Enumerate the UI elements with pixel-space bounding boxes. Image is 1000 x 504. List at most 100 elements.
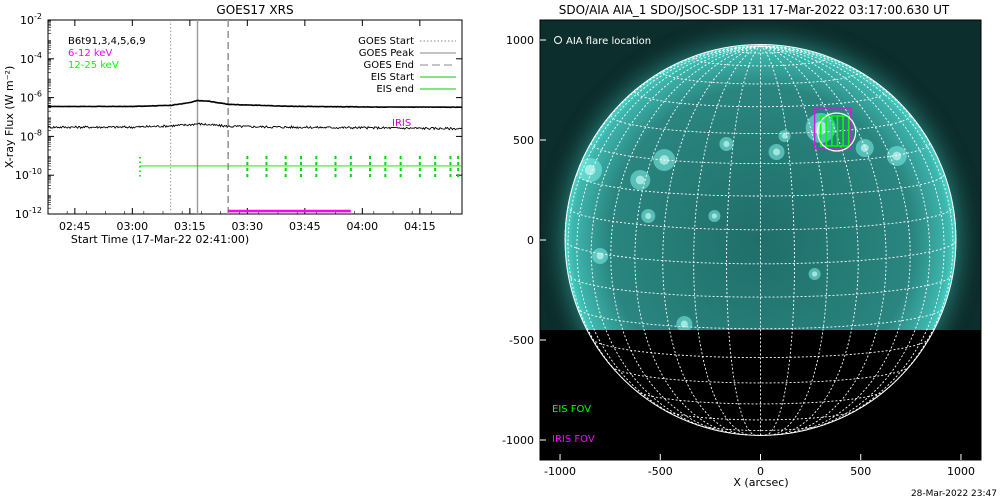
goes-chart-title: GOES17 XRS [216,3,293,17]
eis-raster-mark [449,173,452,178]
eis-raster-mark [349,161,352,166]
goes-x-tick-label: 03:45 [289,220,321,233]
eis-raster-mark [384,173,387,178]
eis-raster-mark [434,173,437,178]
fov-overlays [813,107,857,152]
eis-raster-mark [449,167,452,172]
flare-legend-icon [554,36,562,44]
longitude-line [693,45,761,436]
eis-raster-mark [384,161,387,166]
goes-short-channel-line [48,122,462,131]
eis-raster-mark [315,167,318,172]
eis-raster-mark [399,167,402,172]
eis-raster-mark [315,155,318,160]
aia-y-tick-label: 0 [527,234,534,247]
longitude-line [567,45,761,400]
goes-x-ticks: 02:45 03:00 03:15 03:30 03:45 04:00 04:15 [47,20,451,233]
goes-x-tick-label: 03:30 [231,220,263,233]
eis-raster-mark [300,167,302,172]
longitude-line [760,45,945,426]
eis-raster-mark [449,161,452,166]
eis-raster-mark [434,155,437,160]
aia-image-chart: SDO/AIA AIA_1 SDO/JSOC-SDP 131 17-Mar-20… [502,3,997,499]
eis-raster-mark [315,161,318,166]
goes-legend-right-entry: GOES Peak [359,48,414,59]
active-region-core [781,133,788,139]
longitude-line [760,45,828,436]
longitude-line [726,45,761,436]
longitude-line [576,45,761,426]
goes-plot-frame [47,19,463,215]
active-region-core [711,213,718,219]
aia-y-tick-label: -500 [509,334,534,347]
eis-raster-mark [399,173,402,178]
eis-raster-mark [457,161,460,166]
eis-raster-mark [418,173,421,178]
eis-start-mark [139,156,141,159]
eis-raster-mark [434,161,437,166]
aia-x-tick-label: 1000 [947,465,975,478]
eis-raster-mark [284,161,287,166]
goes-y-tick-label: 10-4 [20,51,42,66]
eis-raster-mark [284,173,287,178]
aia-chart-title: SDO/AIA AIA_1 SDO/JSOC-SDP 131 17-Mar-20… [559,3,950,17]
eis-raster-mark [349,155,352,160]
active-region-core [860,144,869,152]
eis-raster-mark [334,173,337,178]
goes-x-tick-label: 03:15 [174,220,206,233]
longitude-line [662,45,761,436]
aia-x-tick-label: 500 [850,465,871,478]
eis-start-mark [139,165,141,168]
goes-x-tick-label: 04:15 [404,220,436,233]
goes-y-ticks: 10-2 10-4 10-6 10-8 10-10 10-12 [15,12,462,221]
goes-legend-right-entry: EIS Start [371,72,414,83]
goes-legend-entry: 12-25 keV [68,60,119,71]
longitude-line [760,45,887,435]
active-region-core [811,271,818,277]
eis-raster-mark [265,161,268,166]
eis-fov-label: EIS FOV [552,404,591,415]
goes-long-channel-line [48,99,462,109]
goes-y-axis-label: X-ray Flux (W m⁻²) [3,66,16,168]
eis-raster-mark [349,173,352,178]
eis-raster-mark [384,167,387,172]
longitude-line [564,45,761,241]
iris-fov-label: IRIS FOV [552,434,595,445]
eis-raster-mark [334,167,337,172]
eis-raster-mark [457,167,460,172]
eis-raster-mark [399,155,402,160]
active-region-core [680,320,688,328]
eis-raster-mark [265,155,268,160]
longitude-line [634,45,761,435]
goes-y-tick-label: 10-8 [20,128,42,143]
goes-x-axis-label: Start Time (17-Mar-22 02:41:00) [71,233,249,246]
aia-y-tick-label: -1000 [502,434,534,447]
goes-x-tick-label: 02:45 [59,220,91,233]
eis-raster-mark [449,155,452,160]
active-region-core [723,140,730,148]
iris-marker-label: IRIS [392,118,411,129]
goes-xrs-chart: GOES17 XRS 10-2 10-4 10-6 10-8 10-10 10-12 02… [3,3,463,246]
eis-raster-mark [284,167,287,172]
eis-raster-mark [284,155,287,160]
aia-x-axis-label: X (arcsec) [733,476,788,489]
active-region-core [892,151,902,161]
aia-x-tick-label: -500 [648,465,673,478]
eis-raster-mark [418,167,421,172]
aia-x-tick-label: 0 [757,465,764,478]
eis-raster-mark [334,155,337,160]
eis-fov-box [819,115,850,147]
goes-y-tick-label: 10-6 [20,90,42,105]
eis-raster-mark [300,161,302,166]
eis-start-mark [139,170,141,173]
timestamp: 28-Mar-2022 23:47 [911,489,997,499]
latitude-line [636,390,885,405]
eis-raster-mark [300,173,302,178]
eis-start-mark [139,161,141,164]
longitude-line [760,45,795,436]
active-region-core [773,148,781,156]
active-region-core [584,164,596,176]
eis-start-mark [139,174,141,177]
eis-raster-mark [315,173,318,178]
